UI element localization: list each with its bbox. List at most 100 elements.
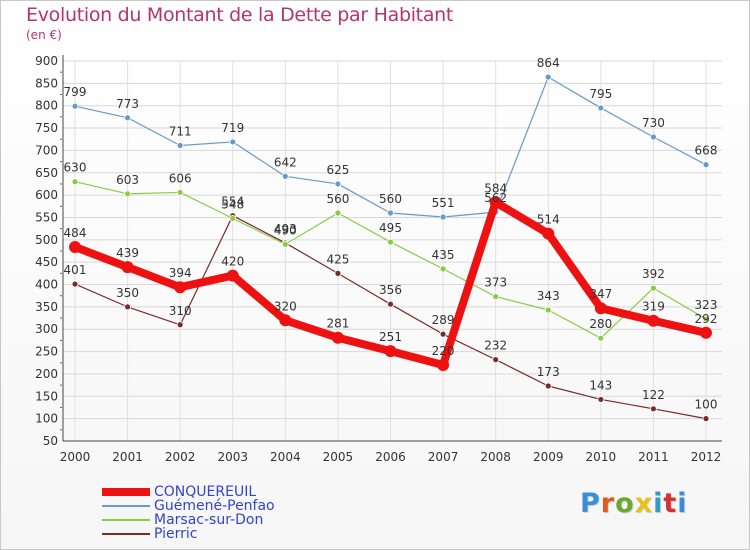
data-point	[69, 240, 81, 253]
y-tick-label: 750	[35, 121, 58, 135]
x-tick-label: 2011	[638, 450, 669, 464]
data-point	[71, 102, 79, 110]
data-point	[124, 114, 131, 122]
data-point	[650, 133, 657, 141]
y-tick-label: 900	[35, 54, 58, 68]
data-label: 319	[642, 300, 665, 314]
data-label: 514	[537, 213, 560, 227]
legend-item: CONQUEREUIL	[102, 485, 256, 499]
data-point	[544, 382, 552, 390]
legend-swatch	[102, 505, 150, 507]
data-point	[174, 281, 187, 294]
data-label: 232	[484, 339, 507, 353]
data-point	[597, 104, 605, 112]
legend-swatch	[102, 519, 150, 521]
data-point	[124, 190, 131, 198]
logo-letter: t	[663, 488, 678, 519]
data-label: 668	[695, 144, 718, 158]
y-tick-label: 250	[35, 345, 58, 359]
data-label: 551	[432, 196, 455, 210]
data-label: 719	[221, 121, 244, 135]
y-tick-label: 450	[35, 255, 58, 269]
data-label: 560	[379, 192, 402, 206]
data-label: 394	[169, 266, 192, 280]
data-label: 100	[695, 398, 718, 412]
data-point	[439, 265, 447, 273]
data-label: 173	[537, 365, 560, 379]
data-label: 864	[537, 56, 560, 70]
data-point	[334, 209, 342, 217]
data-point	[334, 269, 342, 277]
data-label: 343	[537, 289, 560, 303]
data-label: 773	[116, 97, 139, 111]
data-label: 484	[64, 226, 87, 240]
data-point	[597, 396, 605, 403]
y-tick-label: 500	[35, 233, 58, 247]
data-label: 584	[484, 181, 507, 195]
data-label: 289	[432, 313, 455, 327]
data-label: 323	[695, 298, 718, 312]
y-tick-label: 50	[43, 434, 58, 448]
data-point	[281, 172, 289, 180]
logo-letter: i	[677, 488, 688, 519]
data-point	[176, 321, 184, 329]
legend-swatch	[102, 488, 150, 496]
x-tick-label: 2000	[60, 450, 91, 464]
data-label: 625	[326, 163, 349, 177]
data-label: 347	[589, 287, 612, 301]
data-point	[439, 213, 447, 221]
data-label: 220	[432, 344, 455, 358]
legend-label: Marsac-sur-Don	[154, 512, 264, 528]
logo-letter: x	[634, 488, 654, 519]
x-tick-label: 2012	[691, 450, 722, 464]
y-tick-label: 300	[35, 322, 58, 336]
data-point	[544, 73, 552, 81]
x-tick-label: 2006	[375, 450, 406, 464]
data-label: 554	[221, 195, 244, 209]
logo-letter: r	[600, 488, 616, 519]
data-point	[489, 196, 502, 209]
data-label: 560	[326, 192, 349, 206]
data-point	[384, 345, 397, 358]
data-label: 350	[116, 286, 139, 300]
data-point	[702, 161, 710, 169]
data-label: 320	[274, 299, 297, 313]
data-point	[71, 280, 79, 288]
data-label: 642	[274, 155, 297, 169]
data-label: 373	[484, 276, 507, 290]
data-point	[439, 330, 447, 338]
x-tick-label: 2008	[480, 450, 511, 464]
data-label: 562	[484, 191, 507, 205]
data-point	[176, 189, 184, 196]
x-tick-label: 2010	[586, 450, 617, 464]
data-label: 606	[169, 171, 192, 185]
logo-letter: i	[653, 488, 664, 519]
data-point	[226, 269, 239, 282]
grid	[63, 60, 722, 442]
data-point	[334, 180, 342, 188]
y-tick-label: 200	[35, 367, 58, 381]
data-label: 122	[642, 388, 665, 402]
data-label: 495	[379, 221, 402, 235]
x-tick-label: 2004	[270, 450, 301, 464]
y-tick-label: 150	[35, 389, 58, 403]
data-label: 439	[116, 246, 139, 260]
data-label: 143	[589, 378, 612, 392]
legend-label: CONQUEREUIL	[154, 484, 257, 500]
data-label: 281	[326, 317, 349, 331]
y-tick-label: 800	[35, 99, 58, 113]
data-point	[387, 209, 394, 217]
data-label: 490	[274, 223, 297, 237]
y-tick-label: 100	[35, 412, 58, 426]
y-tick-label: 600	[35, 188, 58, 202]
y-tick-label: 350	[35, 300, 58, 314]
data-point	[281, 240, 289, 248]
logo-letter: o	[615, 488, 635, 519]
data-label: 630	[64, 161, 87, 175]
data-point	[387, 300, 394, 308]
data-label: 280	[589, 317, 612, 331]
chart-title: Evolution du Montant de la Dette par Hab…	[26, 4, 454, 26]
data-point	[702, 315, 710, 323]
